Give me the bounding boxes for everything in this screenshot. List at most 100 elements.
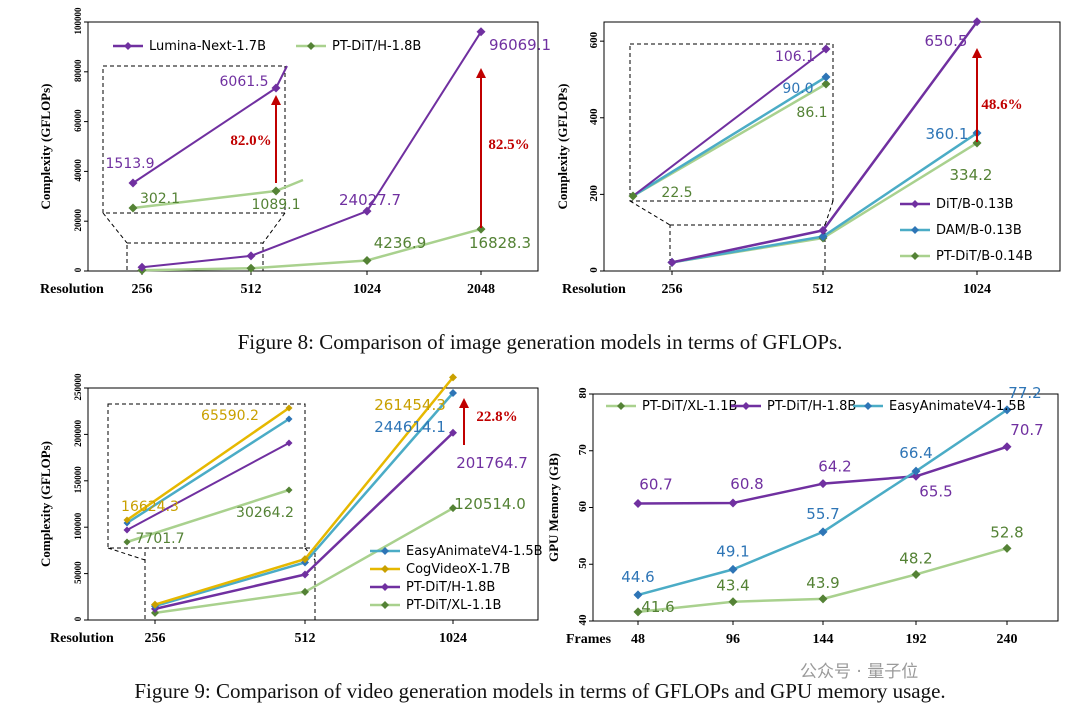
gap-label-1024: 22.8% (476, 409, 517, 425)
inset-line-pt-dit-h (126, 442, 290, 531)
y-tick-label: 400 (588, 108, 600, 125)
inset-line-dit-b (632, 48, 827, 197)
inset-marker (285, 415, 293, 423)
series-marker-pt-dit-xl (633, 607, 643, 617)
series-marker-pt-dit-h (246, 263, 256, 273)
y-axis-title: GPU Memory (GB) (546, 453, 561, 562)
series-marker-pt-dit-xl (911, 569, 921, 579)
legend-label-dit-b: DiT/B-0.13B (936, 197, 1013, 212)
inset-marker (123, 526, 131, 534)
legend-label-easyanimate: EasyAnimateV4-1.5B (406, 544, 543, 559)
x-tick-label: 144 (813, 632, 834, 647)
series-marker-pt-dit-xl (449, 504, 457, 513)
inset-label-ptdit-xl-512: 30264.2 (236, 505, 294, 521)
y-tick-label: 0 (73, 616, 83, 621)
inset-label-ptdit-512: 86.1 (796, 105, 827, 121)
inset-marker (285, 404, 293, 412)
inset-label-cogvideox-256: 16624.3 (121, 499, 179, 515)
data-label-easyanimate: 44.6 (621, 568, 654, 586)
watermark: 公众号 · 量子位 (800, 662, 919, 682)
y-axis-title: Complexity (GFLOPs) (38, 83, 53, 209)
inset-marker-dit-b (821, 44, 831, 54)
inset-marker-pt-dit-h (128, 203, 138, 213)
y-tick-label: 80 (577, 387, 589, 399)
data-label-pt-dit-h: 60.7 (639, 476, 672, 494)
y-tick-label: 70 (577, 444, 589, 456)
y-tick-label: 60 (577, 501, 589, 513)
inset-box (629, 43, 834, 202)
inset-marker-pt-dit-h (271, 186, 281, 196)
series-marker-pt-dit-h (911, 471, 921, 481)
data-label-cogvideox-1024: 261454.3 (374, 396, 446, 414)
inset-label-lumina-256: 1513.9 (106, 156, 155, 172)
y-tick-label: 60000 (73, 109, 83, 132)
inset-label-dam-512: 90.0 (782, 81, 813, 97)
data-label-easyanimate: 66.4 (899, 444, 932, 462)
x-tick-label: 512 (813, 282, 834, 297)
data-label-easyanimate: 77.2 (1008, 384, 1041, 402)
data-label-dam-1024: 360.1 (926, 125, 969, 143)
legend-marker-pt-dit-xl (381, 601, 389, 609)
x-tick-label: 2048 (467, 282, 495, 297)
inset-gap-label: 82.0% (230, 133, 271, 149)
legend-marker-dit-b (911, 200, 919, 208)
legend-marker-cogvideox (381, 565, 389, 573)
series-marker-easyanimate (1002, 405, 1012, 415)
inset-line-easyanimate (126, 417, 290, 525)
data-label-ptdit-1024: 334.2 (950, 166, 993, 184)
legend-marker-dam-b (911, 226, 919, 234)
x-tick-label: 1024 (353, 282, 381, 297)
inset-label-256: 22.5 (661, 185, 692, 201)
x-axis-title: Resolution (40, 282, 104, 297)
x-tick-label: 1024 (439, 631, 467, 646)
zoom-connector-right (262, 212, 286, 244)
x-tick-label: 240 (997, 632, 1018, 647)
y-axis-title: Complexity (GFLOPs) (555, 83, 570, 209)
y-tick-label: 100000 (73, 512, 83, 540)
x-axis-title: Resolution (50, 631, 114, 646)
x-axis-title: Frames (566, 632, 612, 647)
zoom-connector-left (629, 200, 671, 226)
data-label-dit-1024: 650.5 (925, 32, 968, 50)
y-tick-label: 150000 (73, 466, 83, 494)
y-tick-label: 40000 (73, 159, 83, 182)
data-label-ptdit-1024: 4236.9 (374, 234, 427, 252)
inset-marker-lumina-next (128, 178, 138, 188)
inset-label-cogvideox-512: 65590.2 (201, 408, 259, 424)
inset-marker (285, 486, 293, 494)
data-label-pt-dit-xl: 43.9 (806, 574, 839, 592)
zoom-connector-right (824, 200, 834, 226)
series-marker-pt-dit-h (449, 428, 457, 437)
gap-label-1024: 48.6% (981, 97, 1022, 113)
gap-arrow-2048-head (476, 68, 486, 78)
series-marker-cogvideox (301, 555, 309, 564)
legend-marker-pt-dit-h (742, 402, 750, 410)
figure-9-caption: Figure 9: Comparison of video generation… (134, 679, 946, 703)
series-marker-easyanimate (633, 590, 643, 600)
series-marker-dam-b (818, 232, 828, 242)
gap-label-2048: 82.5% (488, 137, 529, 153)
series-marker-easyanimate (911, 466, 921, 476)
data-label-pt-dit-xl: 52.8 (990, 523, 1023, 541)
series-marker-pt-dit-xl (301, 587, 309, 596)
x-tick-label: 256 (132, 282, 153, 297)
x-tick-label: 48 (631, 632, 645, 647)
y-tick-label: 80000 (73, 59, 83, 82)
inset-box (102, 65, 286, 214)
inset-marker-start (628, 191, 638, 201)
series-marker-dit-b (818, 225, 828, 235)
legend-label-lumina: Lumina-Next-1.7B (149, 39, 266, 54)
y-tick-label: 0 (73, 267, 83, 272)
data-label-ptdit-h-1024: 201764.7 (456, 454, 528, 472)
y-tick-label: 40 (577, 614, 589, 626)
legend-marker-pt-dit-h (381, 583, 389, 591)
inset-label-lumina-512: 6061.5 (220, 74, 269, 90)
inset-plot (128, 65, 304, 213)
series-marker-cogvideox (151, 600, 159, 609)
series-line-dam-b (671, 132, 978, 264)
y-tick-label: 200 (588, 185, 600, 202)
data-label-ptdit-xl-1024: 120514.0 (454, 495, 526, 513)
data-label-pt-dit-h: 65.5 (919, 482, 952, 500)
series-marker-pt-dit-b (972, 138, 982, 148)
series-marker-pt-dit-xl (818, 594, 828, 604)
